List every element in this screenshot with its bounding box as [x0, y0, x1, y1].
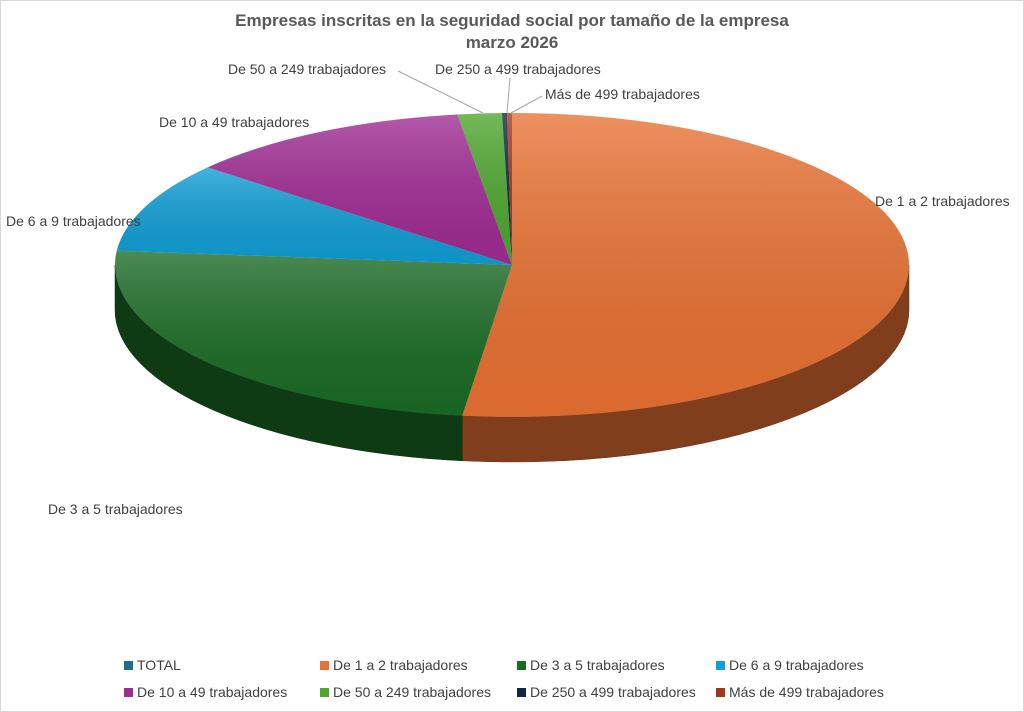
legend-label: De 6 a 9 trabajadores [729, 657, 864, 673]
pie-slice-de-6-a-9-trabajadores[interactable] [116, 167, 512, 265]
legend-swatch [320, 660, 329, 670]
pie-slice-gloss [462, 112, 910, 417]
legend-label: De 250 a 499 trabajadores [530, 684, 696, 700]
slice-label-de-6-a-9-trabajadores: De 6 a 9 trabajadores [6, 213, 141, 229]
chart-subtitle: marzo 2026 [465, 33, 559, 52]
legend-item-250-499[interactable]: De 250 a 499 trabajadores [517, 682, 696, 702]
slice-label-de-250-a-499-trabajadores: De 250 a 499 trabajadores [435, 61, 601, 77]
legend-row-2: De 10 a 49 trabajadores De 50 a 249 trab… [0, 682, 1024, 702]
pie-slice-gloss [115, 250, 513, 416]
legend-label: TOTAL [137, 657, 181, 673]
legend-item-total[interactable]: TOTAL [124, 655, 181, 675]
legend-item-1-2[interactable]: De 1 a 2 trabajadores [320, 655, 468, 675]
pie-slice-de-10-a-49-trabajadores[interactable] [207, 114, 512, 265]
slice-label-mas-de-499-trabajadores: Más de 499 trabajadores [545, 86, 700, 102]
legend-label: De 3 a 5 trabajadores [530, 657, 665, 673]
leader-line-de-50-a-249-trabajadores [397, 70, 484, 114]
pie-slice-gloss [457, 113, 512, 265]
legend-item-6-9[interactable]: De 6 a 9 trabajadores [716, 655, 864, 675]
leader-line-de-250-a-499-trabajadores [506, 77, 511, 114]
pie-slice-de-50-a-249-trabajadores[interactable] [457, 113, 512, 265]
legend-item-more-499[interactable]: Más de 499 trabajadores [716, 682, 884, 702]
legend-label: Más de 499 trabajadores [729, 684, 884, 700]
slice-label-de-3-a-5-trabajadores: De 3 a 5 trabajadores [48, 501, 183, 517]
legend-label: De 10 a 49 trabajadores [137, 684, 288, 700]
legend-swatch [517, 660, 526, 670]
legend-swatch [124, 660, 133, 670]
legend-swatch [517, 687, 526, 697]
legend-swatch [320, 687, 329, 697]
slice-label-de-1-a-2-trabajadores: De 1 a 2 trabajadores [875, 193, 1010, 209]
pie-slice-de-3-a-5-trabajadores[interactable] [115, 250, 513, 416]
pie-slice-gloss [507, 113, 512, 265]
legend-row-1: TOTAL De 1 a 2 trabajadores De 3 a 5 tra… [0, 655, 1024, 675]
legend-swatch [716, 660, 725, 670]
chart-title: Empresas inscritas en la seguridad socia… [235, 11, 789, 30]
legend-swatch [716, 687, 725, 697]
legend-swatch [124, 687, 133, 697]
pie-slice-gloss [207, 114, 512, 265]
pie-slice-de-1-a-2-trabajadores[interactable] [462, 112, 910, 417]
pie-slice-gloss [116, 167, 512, 265]
legend-item-3-5[interactable]: De 3 a 5 trabajadores [517, 655, 665, 675]
chart-title-block: Empresas inscritas en la seguridad socia… [0, 10, 1024, 54]
pie-slice-mas-de-499-trabajadores[interactable] [507, 113, 512, 265]
legend-item-10-49[interactable]: De 10 a 49 trabajadores [124, 682, 287, 702]
slice-label-de-50-a-249-trabajadores: De 50 a 249 trabajadores [228, 61, 386, 77]
pie-slice-gloss [502, 113, 512, 266]
pie-slice-de-250-a-499-trabajadores[interactable] [502, 113, 512, 266]
legend-label: De 50 a 249 trabajadores [333, 684, 491, 700]
leader-line-mas-de-499-trabajadores [510, 95, 543, 114]
legend-label: De 1 a 2 trabajadores [333, 657, 468, 673]
legend-item-50-249[interactable]: De 50 a 249 trabajadores [320, 682, 491, 702]
slice-label-de-10-a-49-trabajadores: De 10 a 49 trabajadores [159, 114, 310, 130]
